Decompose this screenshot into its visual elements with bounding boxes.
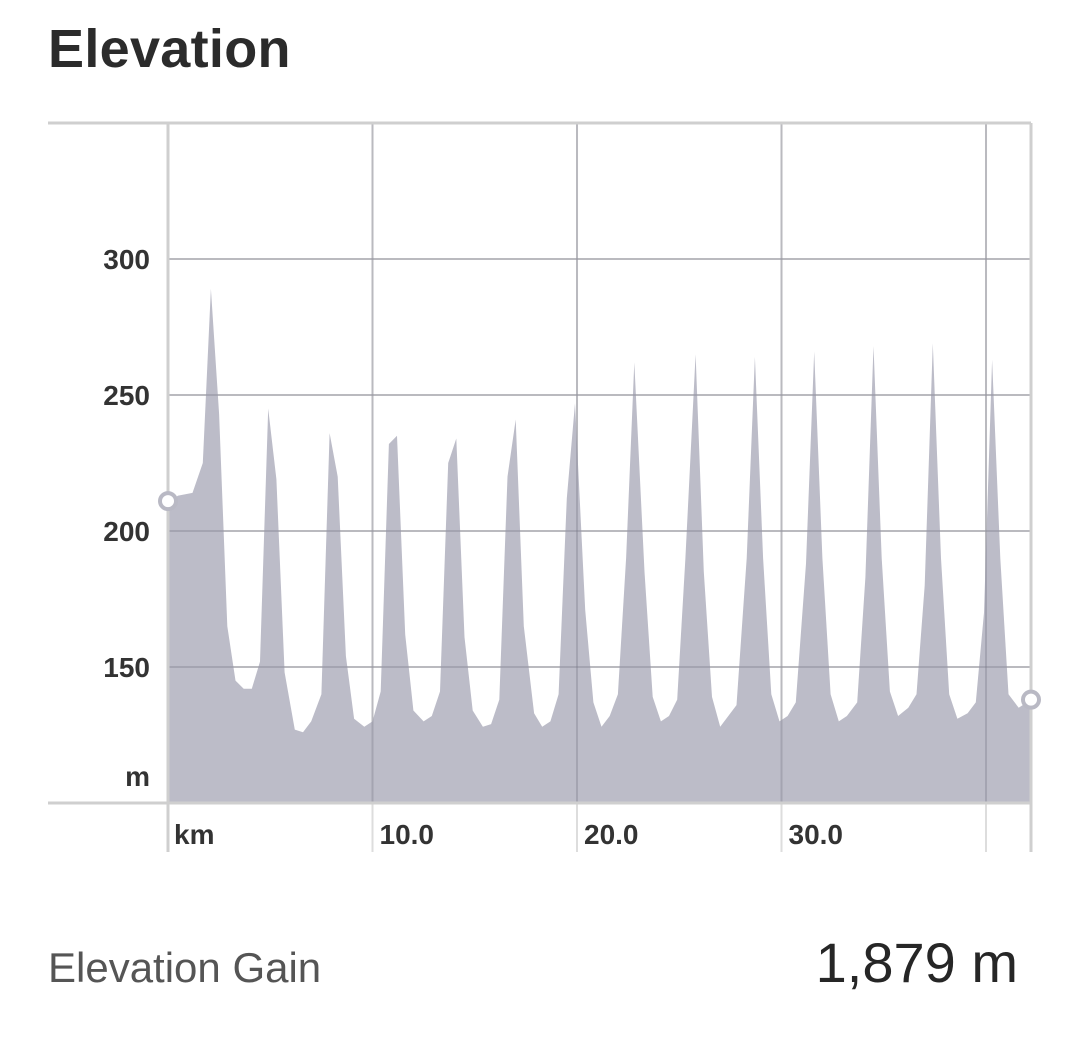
x-unit-label: km: [174, 819, 214, 850]
x-axis-ticks: 10.0 20.0 30.0: [380, 819, 844, 850]
elevation-gain-label: Elevation Gain: [48, 944, 322, 991]
y-unit-label: m: [125, 761, 150, 792]
y-axis-ticks: 150 200 250 300: [103, 244, 150, 683]
end-marker: [1021, 689, 1041, 710]
start-marker: [158, 491, 178, 512]
grid-lines-overlay: [168, 123, 1031, 803]
elevation-area: [168, 288, 1031, 803]
y-tick-label: 300: [103, 244, 150, 275]
section-title: Elevation: [48, 19, 291, 79]
chart-frame: [48, 121, 1033, 852]
elevation-gain-row: Elevation Gain 1,879 m: [48, 930, 1018, 1010]
y-tick-label: 200: [103, 516, 150, 547]
y-tick-label: 250: [103, 380, 150, 411]
y-tick-label: 150: [103, 652, 150, 683]
x-tick-label: 30.0: [789, 819, 844, 850]
x-tick-label: 20.0: [584, 819, 639, 850]
elevation-chart: 150 200 250 300 10.0 20.0 30.0 m km: [48, 121, 1041, 852]
elevation-gain-value: 1,879 m: [815, 931, 1018, 994]
x-tick-label: 10.0: [380, 819, 435, 850]
